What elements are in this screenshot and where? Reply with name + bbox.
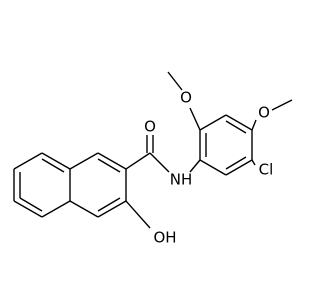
atom-label: O bbox=[258, 104, 270, 122]
atom-label: O bbox=[180, 89, 192, 107]
atom-label: NH bbox=[170, 171, 193, 189]
structure-diagram: O NH OH O O Cl bbox=[13, 71, 293, 247]
atom-label: Cl bbox=[259, 161, 274, 179]
atom-label: OH bbox=[153, 229, 176, 247]
atom-label: O bbox=[144, 118, 156, 136]
bonds bbox=[13, 71, 293, 229]
